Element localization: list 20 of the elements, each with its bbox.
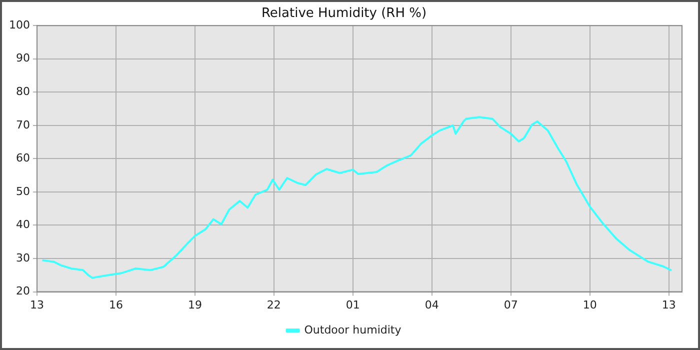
y-tick-label: 70 [16, 118, 30, 132]
x-tick-label: 10 [582, 298, 597, 312]
y-tick-label: 30 [16, 251, 30, 264]
legend-label: Outdoor humidity [304, 323, 402, 336]
y-tick-label: 100 [8, 18, 30, 32]
y-tick-label: 80 [16, 85, 30, 98]
x-tick-label: 13 [662, 298, 676, 312]
x-tick-label: 07 [504, 298, 518, 312]
x-tick-label: 13 [30, 298, 44, 312]
x-tick-label: 19 [188, 298, 202, 312]
chart-title: Relative Humidity (RH %) [261, 6, 427, 22]
y-tick-label: 40 [16, 218, 30, 232]
x-tick-label: 01 [346, 298, 360, 312]
y-tick-label: 60 [16, 152, 30, 165]
y-tick-label: 20 [16, 284, 30, 298]
y-tick-label: 90 [16, 52, 30, 65]
y-tick-label: 50 [16, 184, 30, 198]
x-tick-label: 04 [424, 298, 439, 312]
x-tick-label: 22 [266, 298, 281, 312]
x-tick-label: 16 [108, 298, 123, 312]
